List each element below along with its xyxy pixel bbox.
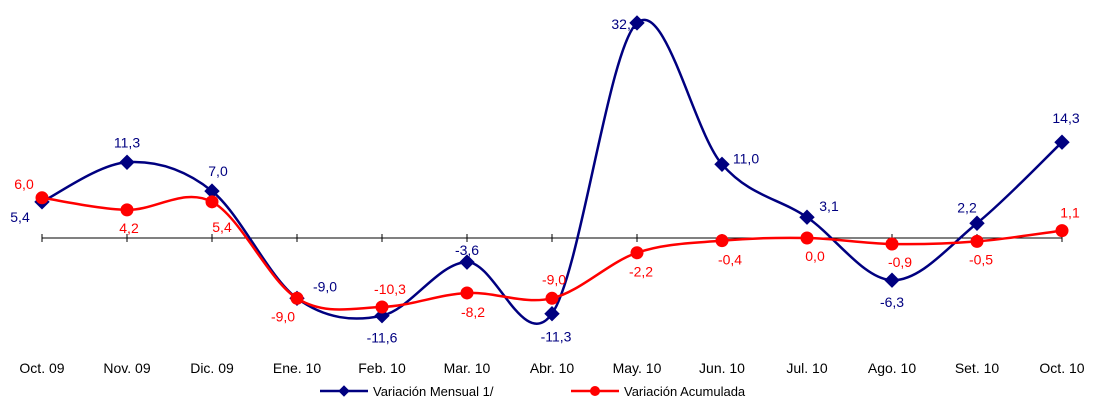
point-acumulada-7 [630,246,644,260]
x-tick-label-layer: Oct. 09 Nov. 09 Dic. 09 Ene. 10 Feb. 10 Mar. … [19,360,1084,376]
legend: Variación Mensual 1/Variación Acumulada [320,384,746,399]
x-tick-label-1: Nov. 09 [103,360,150,376]
x-tick-label-11: Set. 10 [955,360,1000,376]
data-label-acumulada-10: -0,9 [888,254,912,270]
data-label-acumulada-1: 4,2 [119,220,139,236]
legend-label-mensual: Variación Mensual 1/ [373,384,494,399]
point-acumulada-5 [460,286,474,300]
data-label-mensual-2: 7,0 [208,163,228,179]
axis-layer [41,234,1063,242]
point-acumulada-10 [885,237,899,251]
x-tick-label-12: Oct. 10 [1039,360,1084,376]
x-tick-label-2: Dic. 09 [190,360,234,376]
data-label-mensual-10: -6,3 [880,294,904,310]
x-tick-label-9: Jul. 10 [786,360,827,376]
point-mensual-5 [459,254,475,270]
data-label-acumulada-2: 5,4 [212,219,232,235]
data-label-mensual-8: 11,0 [733,150,759,166]
series-layer [34,15,1070,325]
point-acumulada-0 [35,191,49,205]
data-label-acumulada-8: -0,4 [718,252,742,268]
data-label-acumulada-7: -2,2 [629,264,653,280]
data-label-mensual-6: -11,3 [541,329,572,345]
x-tick-label-8: Jun. 10 [699,360,745,376]
x-tick-label-5: Mar. 10 [444,360,491,376]
point-mensual-10 [884,272,900,288]
point-acumulada-4 [375,300,389,314]
point-acumulada-3 [290,291,304,305]
x-tick-label-3: Ene. 10 [273,360,321,376]
x-tick-label-0: Oct. 09 [19,360,64,376]
data-label-layer: 5,4 11,3 7,0 -9,0 -11,6 -3,6 -11,3 32,1 11,0 3,1 -… [10,16,1080,346]
point-acumulada-6 [545,291,559,305]
point-mensual-8 [714,156,730,173]
x-tick-label-10: Ago. 10 [868,360,916,376]
data-label-acumulada-11: -0,5 [969,251,993,267]
point-mensual-11 [969,215,985,231]
data-label-acumulada-4: -10,3 [374,281,406,297]
point-acumulada-12 [1055,224,1069,238]
legend-marker-mensual [338,385,350,397]
data-label-mensual-0: 5,4 [10,209,30,225]
data-label-acumulada-5: -8,2 [461,304,485,320]
data-label-mensual-5: -3,6 [455,242,479,258]
data-label-acumulada-0: 6,0 [14,176,34,192]
point-acumulada-11 [970,234,984,248]
data-label-mensual-4: -11,6 [367,330,398,346]
data-label-acumulada-12: 1,1 [1060,205,1080,221]
data-label-mensual-7: 32,1 [611,16,638,32]
point-mensual-6 [544,306,560,322]
point-acumulada-2 [205,195,219,209]
data-label-acumulada-3: -9,0 [271,308,295,324]
data-label-mensual-1: 11,3 [114,134,140,150]
data-label-mensual-11: 2,2 [957,199,977,215]
point-acumulada-1 [120,203,134,217]
point-acumulada-8 [715,234,729,248]
point-acumulada-9 [800,231,814,245]
point-mensual-1 [119,154,135,170]
legend-label-acumulada: Variación Acumulada [624,384,746,399]
data-label-acumulada-6: -9,0 [542,271,566,287]
point-mensual-7 [629,15,645,31]
series-line-mensual [41,18,1063,325]
data-label-acumulada-9: 0,0 [805,248,825,264]
x-tick-label-6: Abr. 10 [530,360,575,376]
data-label-mensual-12: 14,3 [1052,110,1079,126]
point-mensual-12 [1054,134,1070,150]
x-tick-label-7: May. 10 [613,360,662,376]
data-label-mensual-3: -9,0 [313,278,337,294]
point-mensual-9 [799,209,815,225]
legend-marker-acumulada [590,386,600,396]
x-tick-label-4: Feb. 10 [358,360,406,376]
data-label-mensual-9: 3,1 [819,198,839,214]
